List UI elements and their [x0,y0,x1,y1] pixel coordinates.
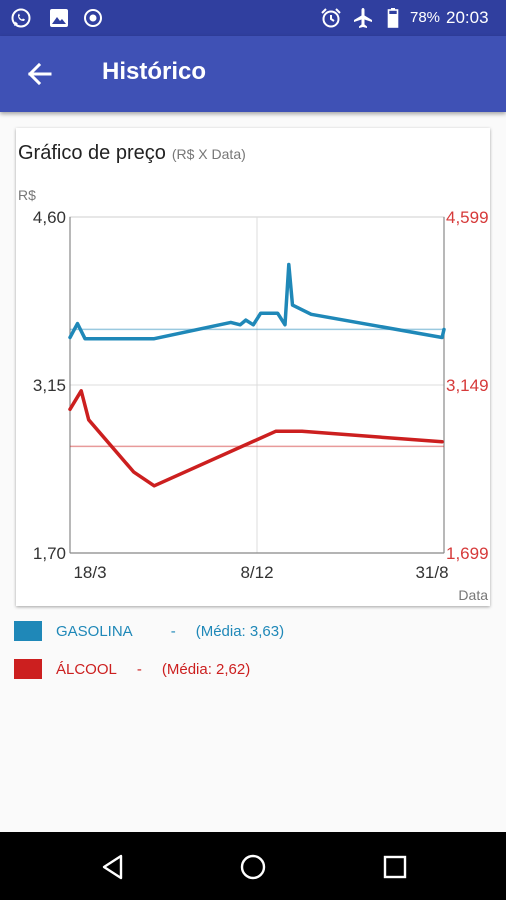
legend-swatch-gasolina [14,621,42,641]
chart-card: Gráfico de preço (R$ X Data) R$ Data 4,60 3,… [16,128,490,606]
legend-separator: - [136,660,142,678]
y-tick-label-left: 3,15 [33,376,66,395]
alarm-icon [321,8,341,28]
legend-average: (Média: 3,63) [195,622,285,640]
x-tick-label: 31/8 [415,563,448,582]
series-line-1 [68,389,444,488]
app-bar: Histórico [0,36,506,112]
legend-item-gasolina: GASOLINA - (Média: 3,63) [14,620,284,642]
status-bar: 78% 20:03 [0,0,506,36]
page-title: Histórico [102,58,207,85]
y-tick-label-right: 4,599 [446,208,489,227]
y-tick-label-right: 1,699 [446,544,489,563]
legend-separator: - [170,622,176,640]
chart-subtitle: (R$ X Data) [171,146,246,162]
series-line-0 [68,262,446,341]
x-axis-label: Data [458,587,488,603]
clock: 20:03 [446,8,489,27]
chart-title: Gráfico de preço (R$ X Data) [18,142,246,165]
nav-bar [0,832,506,900]
legend-label: ÁLCOOL [56,660,117,678]
legend-swatch-alcool [14,659,42,679]
airplane-icon [354,8,372,28]
y-axis-label: R$ [18,187,36,203]
chart-title-text: Gráfico de preço [18,142,166,164]
legend-label: GASOLINA [56,622,133,640]
whatsapp-icon [11,8,31,28]
home-circle-icon[interactable] [238,852,268,882]
y-tick-label-right: 3,149 [446,376,489,395]
y-tick-label-left: 4,60 [33,208,66,227]
x-tick-label: 8/12 [240,563,273,582]
record-icon [84,9,102,27]
price-chart: R$ Data 4,60 3,15 1,70 4,599 3,149 1,699 18/3 8/1… [18,187,489,603]
legend-item-alcool: ÁLCOOL - (Média: 2,62) [14,658,250,680]
battery-icon [387,8,399,28]
legend-average: (Média: 2,62) [161,660,251,678]
x-tick-label: 18/3 [73,563,106,582]
battery-percent: 78% [410,9,441,26]
recents-square-icon[interactable] [380,852,410,882]
gallery-icon [50,9,68,27]
arrow-back-icon[interactable] [18,52,62,96]
y-tick-label-left: 1,70 [33,544,66,563]
back-triangle-icon[interactable] [98,852,128,882]
